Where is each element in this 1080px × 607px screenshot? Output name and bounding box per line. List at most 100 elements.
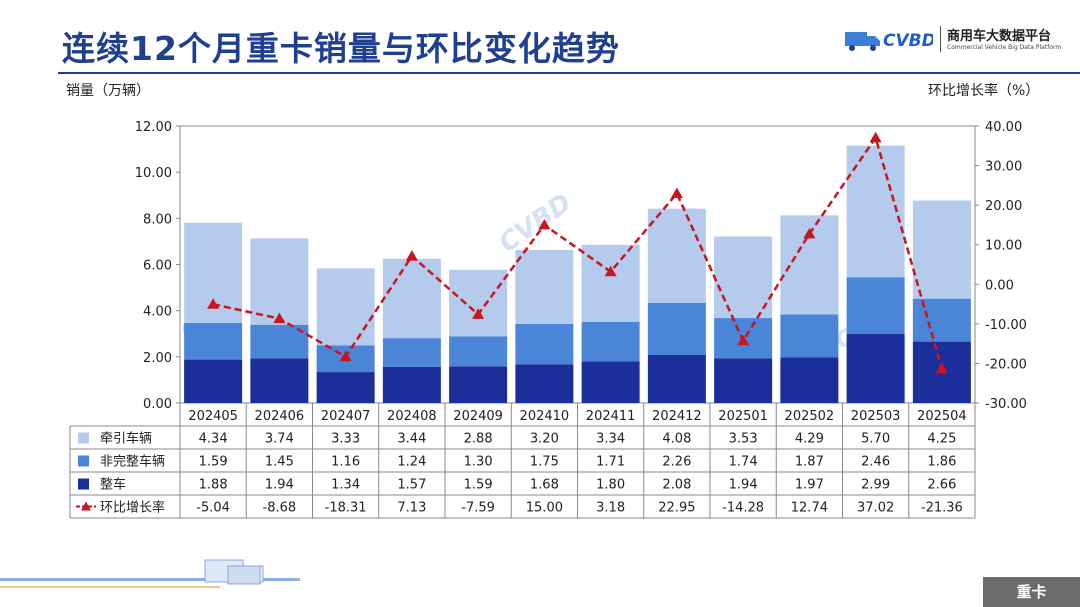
x-tick-label: 202406 — [255, 409, 305, 424]
mom-marker — [405, 250, 418, 261]
x-tick-label: 202407 — [321, 409, 371, 424]
bar-tractor — [515, 249, 574, 324]
table-cell: 2.88 — [464, 432, 493, 447]
y2-tick-label: 10.00 — [985, 239, 1022, 254]
y2-tick-label: 0.00 — [985, 278, 1014, 293]
table-cell: -21.36 — [921, 501, 963, 516]
table-cell: 37.02 — [857, 501, 894, 516]
x-tick-label: 202408 — [387, 409, 437, 424]
mom-marker — [803, 227, 816, 239]
bar-complete — [714, 358, 773, 403]
table-cell: 4.29 — [795, 432, 824, 447]
table-cell: -14.28 — [722, 501, 764, 516]
mom-marker — [472, 308, 485, 319]
x-tick-label: 202412 — [652, 409, 702, 424]
y-axis-label: 销量（万辆） — [66, 83, 150, 99]
bar-tractor — [382, 258, 441, 339]
x-tick-label: 202410 — [520, 409, 570, 424]
table-cell: 1.88 — [199, 478, 228, 493]
table-cell: 22.95 — [658, 501, 695, 516]
truck-logo-icon: CVBD — [845, 31, 933, 51]
bar-incomplete — [449, 336, 508, 367]
y-tick-label: 6.00 — [143, 259, 172, 274]
table-cell: 4.25 — [927, 432, 956, 447]
table-cell: 3.33 — [331, 432, 360, 447]
mom-marker — [869, 131, 882, 143]
legend-label: 环比增长率 — [100, 500, 165, 516]
decor-truck — [227, 565, 261, 585]
mom-marker — [273, 312, 286, 324]
x-tick-label: 202503 — [851, 409, 901, 424]
bar-incomplete — [912, 298, 971, 342]
x-tick-label: 202501 — [718, 409, 768, 424]
x-tick-label: 202502 — [785, 409, 835, 424]
x-tick-label: 202504 — [917, 409, 967, 424]
table-cell: 1.59 — [199, 455, 228, 470]
table-cell: 3.20 — [530, 432, 559, 447]
table-cell: 1.45 — [265, 455, 294, 470]
bar-tractor — [250, 238, 309, 325]
svg-text:CVBD: CVBD — [883, 31, 933, 51]
watermark: CVBD — [494, 188, 577, 259]
bar-incomplete — [581, 321, 640, 362]
mom-marker — [207, 298, 220, 309]
bar-incomplete — [515, 323, 574, 365]
bar-complete — [846, 333, 905, 403]
mom-marker — [538, 218, 551, 230]
table-cell: 15.00 — [526, 501, 563, 516]
logo-name: 商用车大数据平台 — [947, 29, 1052, 44]
table-cell: 2.66 — [927, 478, 956, 493]
table-cell: 3.34 — [596, 432, 625, 447]
bar-tractor — [449, 269, 508, 337]
table-cell: -8.68 — [263, 501, 297, 516]
table-cell: 1.30 — [464, 455, 493, 470]
table-cell: 1.59 — [464, 478, 493, 493]
y-tick-label: 0.00 — [143, 397, 172, 412]
y-tick-label: 2.00 — [143, 351, 172, 366]
bar-complete — [647, 354, 706, 403]
logo-divider — [940, 26, 941, 52]
decor-line — [0, 578, 300, 581]
logo-subtitle: Commercial Vehicle Big Data Platform — [947, 44, 1062, 51]
table-cell: 1.24 — [397, 455, 426, 470]
table-cell: 3.18 — [596, 501, 625, 516]
bar-tractor — [316, 268, 375, 346]
y-tick-label: 10.00 — [135, 166, 172, 181]
table-cell: 1.94 — [265, 478, 294, 493]
table-cell: 1.94 — [729, 478, 758, 493]
table-cell: 3.44 — [397, 432, 426, 447]
y-tick-label: 8.00 — [143, 212, 172, 227]
table-cell: 3.53 — [729, 432, 758, 447]
bar-tractor — [912, 200, 971, 299]
mom-marker — [670, 187, 683, 198]
table-cell: 12.74 — [791, 501, 828, 516]
table-cell: 4.34 — [199, 432, 228, 447]
table-cell: 5.70 — [861, 432, 890, 447]
y2-tick-label: 30.00 — [985, 160, 1022, 175]
y2-axis-label: 环比增长率（%） — [928, 83, 1040, 99]
legend-swatch — [78, 478, 89, 490]
table-cell: 1.80 — [596, 478, 625, 493]
bar-complete — [780, 357, 839, 403]
table-cell: 2.46 — [861, 455, 890, 470]
x-tick-label: 202405 — [188, 409, 238, 424]
table-cell: 1.57 — [397, 478, 426, 493]
table-cell: 2.99 — [861, 478, 890, 493]
table-cell: 1.74 — [729, 455, 758, 470]
mom-marker — [339, 350, 352, 362]
bar-complete — [184, 359, 243, 403]
bar-tractor — [647, 208, 706, 303]
table-cell: -7.59 — [461, 501, 495, 516]
x-tick-label: 202409 — [453, 409, 503, 424]
table-cell: 1.68 — [530, 478, 559, 493]
legend-swatch — [78, 455, 89, 467]
bar-complete — [250, 358, 309, 403]
decor-line — [0, 586, 220, 588]
table-cell: 1.16 — [331, 455, 360, 470]
mom-marker — [604, 265, 617, 277]
bar-complete — [515, 364, 574, 403]
bar-complete — [382, 366, 441, 403]
table-cell: 4.08 — [662, 432, 691, 447]
bar-incomplete — [382, 338, 441, 367]
